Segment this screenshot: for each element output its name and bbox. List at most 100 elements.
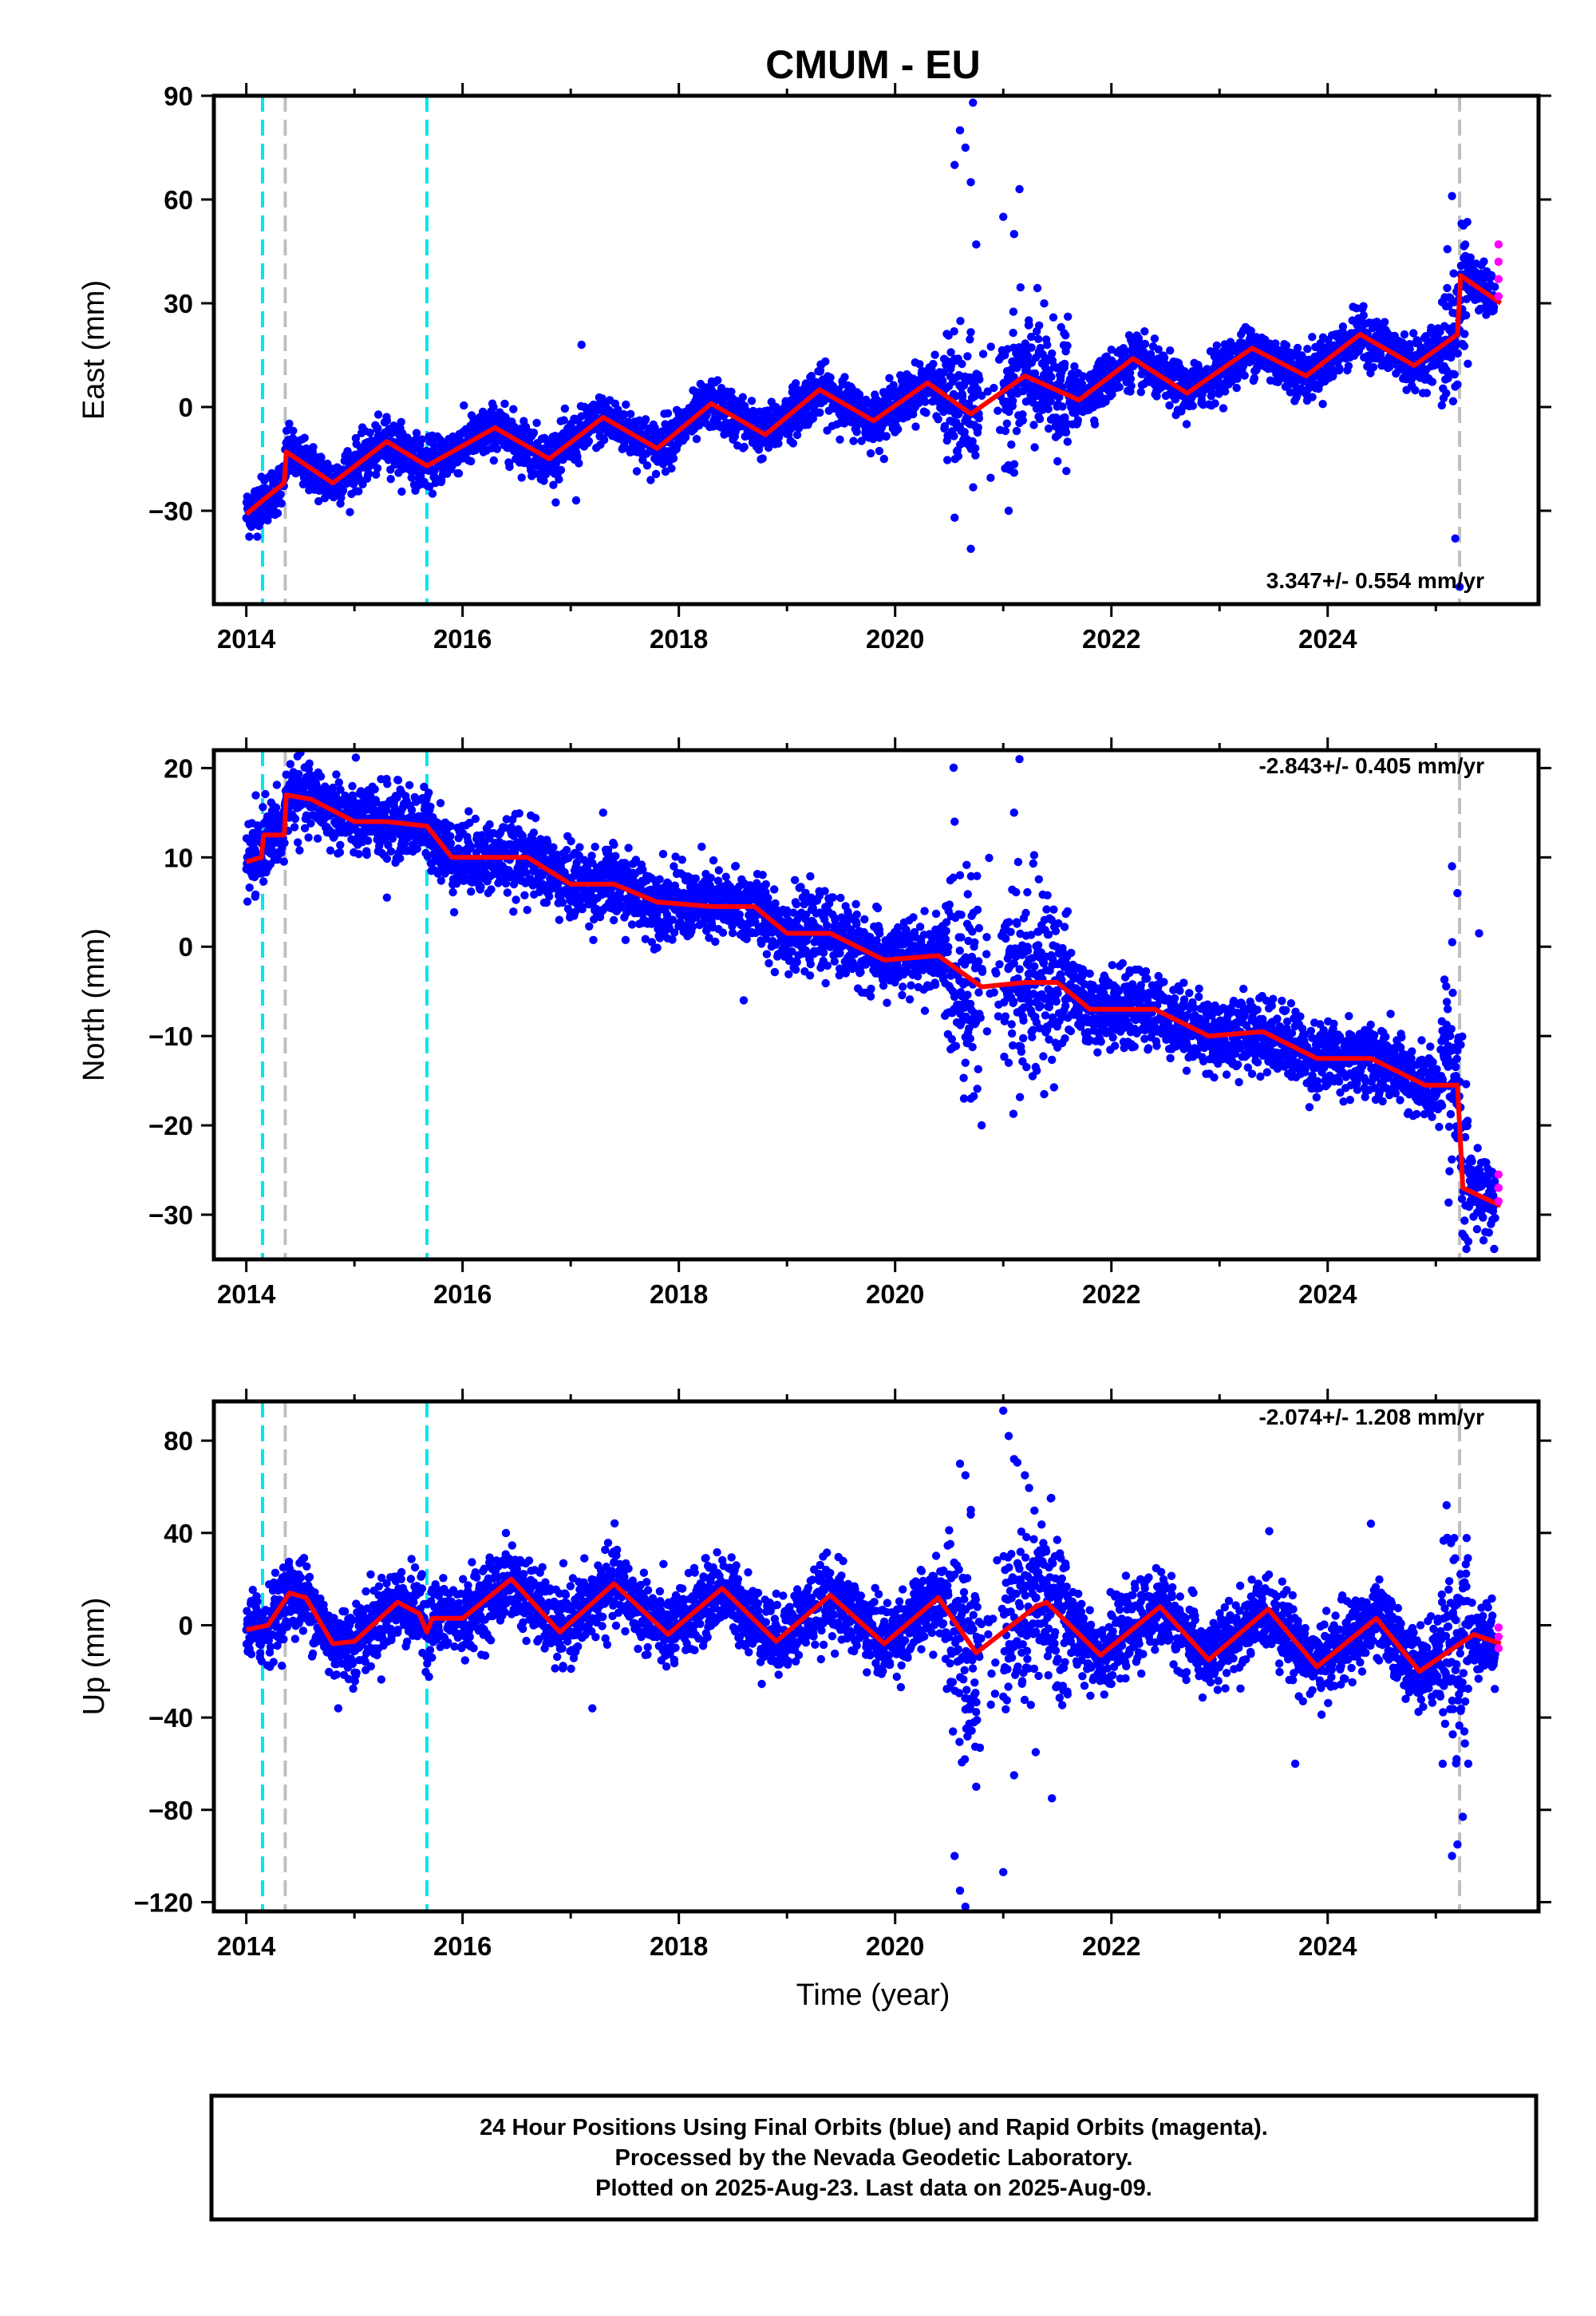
east-final-point [560,404,570,413]
east-final-point [875,446,884,456]
east-final-point [1344,362,1353,370]
north-final-point [382,854,392,864]
east-final-point [774,433,784,441]
east-final-point [966,328,975,337]
north-final-point [259,803,267,812]
east-final-point [622,400,630,409]
east-final-point [1271,339,1280,348]
east-final-point [1120,346,1130,355]
east-final-point [738,393,747,401]
east-final-point [882,432,891,441]
north-final-point [407,805,417,815]
north-final-point [313,834,322,843]
east-final-point [489,402,498,412]
east-final-point [1033,334,1043,343]
east-final-point [1166,346,1175,355]
east-final-point [969,483,978,492]
east-final-point [1443,245,1452,254]
east-final-point [983,387,992,396]
east-final-point [1154,345,1163,354]
east-final-point [1466,253,1476,262]
east-final-point [386,475,395,484]
east-final-point [1450,370,1459,379]
east-final-point [1479,257,1488,266]
east-final-point [1293,343,1302,353]
east-final-point [407,473,416,482]
east-final-point [1001,426,1010,436]
east-final-point [1308,393,1317,401]
east-final-point [245,532,254,541]
east-outlier-point [1015,184,1024,194]
north-final-point [464,807,473,816]
east-final-point [1070,362,1079,371]
chart-title: CMUM - EU [765,42,980,87]
east-outlier-point [571,496,581,505]
east-final-point [1009,307,1018,316]
east-final-point [990,383,998,393]
east-final-point [1125,369,1135,377]
east-final-point [1053,456,1062,466]
east-final-point [317,453,326,462]
east-final-points [242,98,1499,591]
east-final-point [885,373,894,382]
north-final-points [242,750,1499,1259]
north-final-point [467,887,476,896]
east-final-point [1359,302,1368,310]
east-final-point [1443,283,1452,293]
north-final-point [446,832,455,841]
east-final-point [1491,283,1499,291]
north-final-point [334,778,343,787]
east-final-point [1029,421,1038,429]
east-xtick-label: 2022 [1082,624,1140,654]
east-final-point [517,473,526,482]
east-final-point [978,350,988,358]
east-y-axis-label: East (mm) [77,280,111,420]
north-final-point [280,839,289,848]
east-final-point [758,454,767,463]
east-final-point [960,428,969,437]
east-final-point [1127,381,1136,390]
east-outlier-point [1455,583,1464,591]
east-final-point [354,487,363,496]
east-final-point [638,456,647,464]
east-final-point [764,443,773,453]
east-final-point [1007,440,1016,449]
north-final-point [363,836,373,845]
north-final-point [465,818,474,828]
east-outlier-point [969,98,978,107]
north-final-point [436,799,445,808]
north-final-point [336,785,345,794]
north-final-point [259,877,268,886]
east-final-point [974,413,984,423]
east-rapid-point [1494,257,1503,267]
north-final-point [413,844,421,853]
north-final-point [305,759,314,768]
east-final-point [1033,283,1042,293]
north-final-point [420,782,429,792]
east-final-point [1126,374,1136,383]
east-final-point [373,464,382,472]
north-final-point [295,846,304,855]
north-final-point [386,847,396,856]
east-ytick-label: 60 [164,185,193,215]
east-xtick-label: 2018 [650,624,708,654]
east-final-point [417,435,426,444]
east-final-point [365,469,373,478]
north-final-point [290,823,299,832]
east-final-point [1027,332,1036,342]
east-final-point [1318,400,1327,409]
east-final-point [986,342,995,351]
east-final-point [1250,373,1259,383]
east-outlier-point [961,143,970,152]
north-final-point [332,770,341,779]
east-final-point [1188,401,1198,410]
east-final-point [1064,312,1073,321]
east-final-point [939,368,948,377]
east-final-point [1027,343,1036,352]
east-final-point [950,327,958,336]
north-final-point [335,848,345,857]
east-final-point [600,436,609,445]
east-final-point [1136,388,1146,397]
east-final-point [1040,299,1049,308]
north-final-point [261,789,270,799]
